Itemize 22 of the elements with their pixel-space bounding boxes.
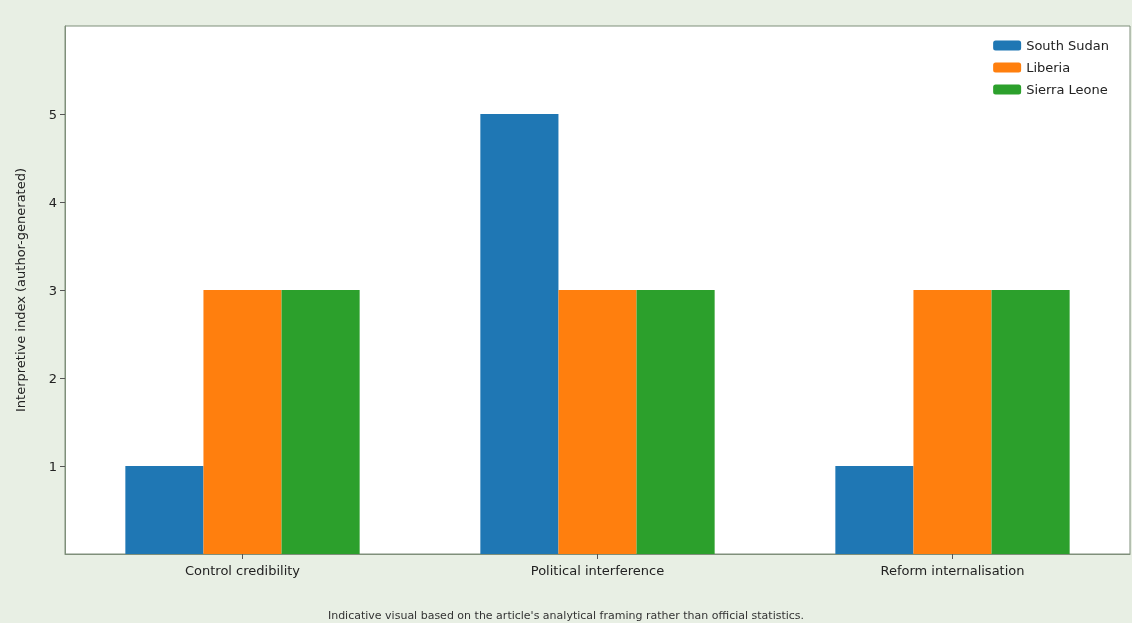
y-axis-title: Interpretive index (author-generated) [13, 167, 28, 413]
x-tick-label: Control credibility [184, 563, 301, 578]
bar [480, 114, 559, 554]
bar [636, 290, 715, 554]
y-tick-label: 4 [48, 194, 57, 210]
y-tick-label: 5 [48, 106, 57, 122]
bar [558, 290, 637, 554]
legend-label: Liberia [1026, 60, 1071, 75]
y-tick-label: 1 [48, 458, 57, 474]
legend-label: Sierra Leone [1026, 82, 1108, 97]
x-tick-label: Political interference [530, 563, 665, 578]
bar [125, 466, 204, 554]
bar [913, 290, 992, 554]
text: Indicative visual based on the article's analytical framing rather than official statistics. [327, 609, 805, 622]
x-tick-label: Reform internalisation [880, 563, 1025, 578]
y-tick-label: 3 [48, 282, 57, 298]
legend-label: South Sudan [1026, 38, 1110, 53]
bar [281, 290, 360, 554]
bar [203, 290, 282, 554]
y-tick-label: 2 [48, 370, 57, 386]
bar [991, 290, 1070, 554]
bar [835, 466, 914, 554]
